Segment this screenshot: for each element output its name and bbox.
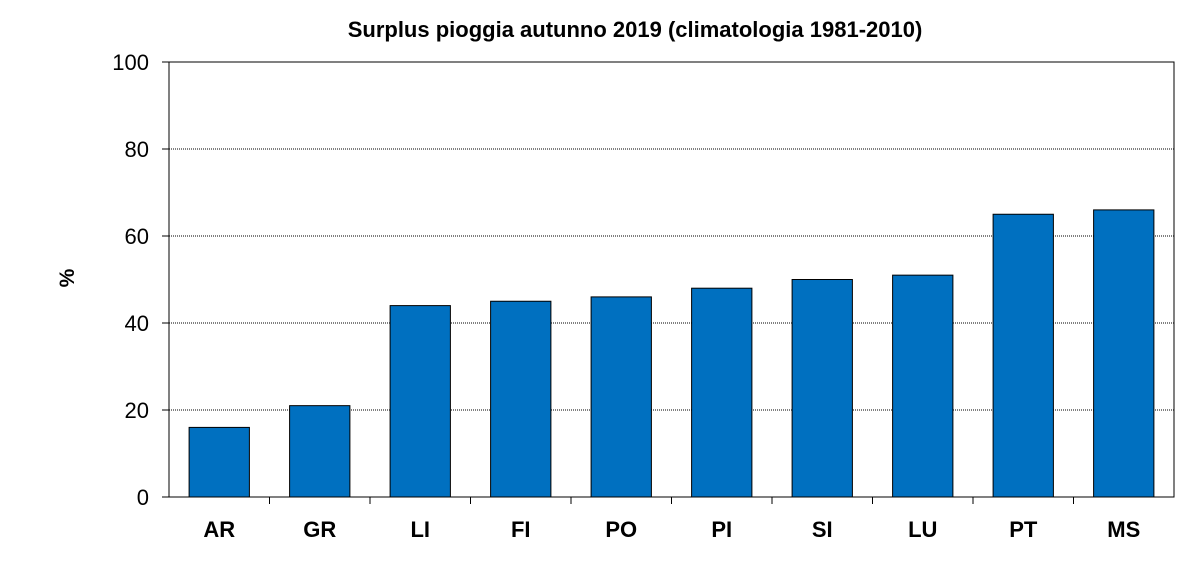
chart-title: Surplus pioggia autunno 2019 (climatolog… [348,17,923,42]
y-tick-label: 80 [125,137,149,162]
x-tick-label: PO [605,517,637,542]
bar-pt [992,213,1054,498]
x-tick-label: LU [908,517,937,542]
bar-ar [188,426,250,498]
bar-li [389,305,451,498]
bar-po [590,296,652,498]
bar-pi [691,287,753,498]
x-tick-label: LI [410,517,430,542]
y-tick-label: 0 [137,485,149,510]
x-axis-ticks: AR GR LI FI PO PI SI LU PT MS [203,497,1140,542]
bar-ms [1093,209,1155,498]
gridlines [169,148,1174,411]
bar-si [791,279,853,498]
x-tick-label: FI [511,517,531,542]
x-tick-label: PT [1009,517,1038,542]
bar-gr [289,405,351,498]
x-tick-label: GR [303,517,336,542]
y-tick-label: 100 [112,50,149,75]
y-axis-label: % [56,268,79,287]
bars [188,209,1155,498]
bar-lu [892,274,954,498]
bar-fi [490,300,552,498]
x-tick-label: MS [1107,517,1140,542]
y-tick-label: 20 [125,398,149,423]
x-tick-label: PI [711,517,732,542]
x-tick-label: AR [203,517,235,542]
x-tick-label: SI [812,517,833,542]
y-tick-label: 60 [125,224,149,249]
y-axis-ticks: 0 20 40 60 80 100 [112,50,169,510]
y-tick-label: 40 [125,311,149,336]
